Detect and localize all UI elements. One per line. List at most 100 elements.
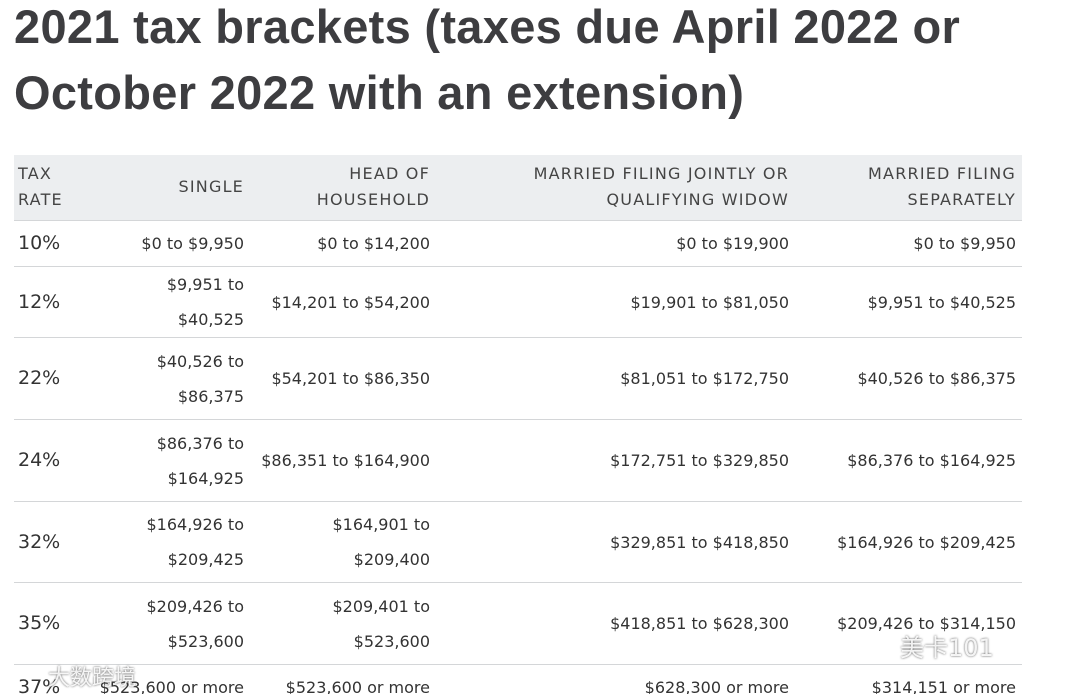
range-cell: $172,751 to $329,850 [436, 419, 795, 502]
title: 2021 tax brackets (taxes due April 2022 … [14, 0, 960, 126]
text-line: TAX [18, 164, 53, 183]
range-cell: $0 to $9,950 [90, 220, 250, 267]
rate-cell: 10% [14, 220, 90, 267]
range-cell: $14,201 to $54,200 [250, 266, 436, 338]
range-cell: $54,201 to $86,350 [250, 337, 436, 420]
text-line: RATE [18, 190, 63, 209]
range-cell: $86,376 to $164,925 [90, 419, 250, 502]
text-line: 35% [18, 612, 61, 634]
text-line: $86,376 to $164,925 [847, 451, 1016, 470]
text-line: $0 to $14,200 [317, 234, 430, 253]
text-line: $523,600 [167, 631, 244, 651]
range-cell: $209,426 to $523,600 [90, 582, 250, 665]
text-line: 22% [18, 367, 61, 389]
text-line: QUALIFYING WIDOW [606, 190, 789, 209]
text-line: $164,901 to $209,400 [332, 515, 431, 569]
range-cell: $164,926 to $209,425 [795, 501, 1022, 583]
range-cell: $314,151 or more [795, 664, 1022, 694]
range-cell: $86,376 to $164,925 [795, 419, 1022, 502]
text-line: $86,376 to [156, 433, 244, 453]
range-cell: $523,600 or more [90, 664, 250, 694]
column-header: HEAD OF HOUSEHOLD [250, 155, 436, 221]
range-cell: $164,926 to $209,425 [90, 501, 250, 583]
table-row: 24% $86,376 to $164,925 $86,351 to $164,900… [14, 419, 1022, 502]
text-line: $418,851 to $628,300 [610, 614, 789, 633]
range-cell: $523,600 or more [250, 664, 436, 694]
column-header: MARRIED FILING SEPARATELY [795, 155, 1022, 221]
text-line: $209,426 to $314,150 [837, 614, 1016, 633]
rate-cell: 35% [14, 582, 90, 665]
text-line: $86,351 to $164,900 [261, 451, 430, 470]
range-cell: $209,426 to $314,150 [795, 582, 1022, 665]
text-line: $164,925 [167, 468, 244, 488]
text-line: 10% [18, 232, 61, 254]
range-cell: $81,051 to $172,750 [436, 337, 795, 420]
text-line: $81,051 to $172,750 [620, 369, 789, 388]
text-line: $164,926 to $209,425 [837, 532, 1016, 552]
range-cell: $0 to $19,900 [436, 220, 795, 267]
text-line: $40,526 to $86,375 [857, 369, 1016, 388]
text-line: MARRIED FILING JOINTLY OR [533, 164, 789, 183]
rate-cell: 37% [14, 664, 90, 694]
range-cell: $40,526 to $86,375 [90, 337, 250, 420]
text-line: $0 to $9,950 [141, 234, 244, 253]
table-row: 35% $209,426 to $523,600 $209,401 to $523,6… [14, 582, 1022, 665]
text-line: 2021 tax brackets (taxes due April 2022 … [14, 0, 961, 53]
text-line: $628,300 or more [644, 677, 789, 694]
range-cell: $0 to $14,200 [250, 220, 436, 267]
text-line: $14,201 to $54,200 [271, 292, 430, 312]
table-row: 22% $40,526 to $86,375 $54,201 to $86,350 $8… [14, 337, 1022, 420]
text-line: $523,600 or more [285, 677, 430, 694]
text-line: $54,201 to $86,350 [271, 369, 430, 388]
range-cell: $418,851 to $628,300 [436, 582, 795, 665]
range-cell: $19,901 to $81,050 [436, 266, 795, 338]
text-line: $172,751 to $329,850 [610, 451, 789, 470]
text-line: 24% [18, 449, 61, 471]
range-cell: $86,351 to $164,900 [250, 419, 436, 502]
text-line: $86,375 [177, 386, 244, 406]
text-line: $40,526 to [156, 351, 244, 371]
range-cell: $209,401 to $523,600 [250, 582, 436, 665]
rate-cell: 12% [14, 266, 90, 338]
text-line: SEPARATELY [907, 190, 1016, 209]
text-line: HEAD OF [349, 164, 430, 183]
text-line: 12% [18, 290, 61, 313]
range-cell: $9,951 to $40,525 [795, 266, 1022, 338]
text-line: 37% [18, 675, 61, 694]
text-line: $9,951 to $40,525 [166, 275, 244, 329]
range-cell: $0 to $9,950 [795, 220, 1022, 267]
text-line: 32% [18, 530, 61, 553]
column-header: TAX RATE [14, 155, 90, 221]
rate-cell: 32% [14, 501, 90, 583]
text-line: $19,901 to $81,050 [630, 292, 789, 312]
text-line: $164,926 to [146, 515, 245, 534]
text-line: $329,851 to $418,850 [610, 532, 789, 552]
column-header: SINGLE [90, 155, 250, 221]
text-line: $209,401 to $523,600 [332, 596, 431, 651]
text-line: HOUSEHOLD [316, 190, 430, 209]
table-body: 10% $0 to $9,950 $0 to $14,200 $0 to $19,90… [14, 220, 1022, 694]
table-row: 12% $9,951 to $40,525 $14,201 to $54,200 $1… [14, 266, 1022, 338]
table-row: 37% $523,600 or more $523,600 or more $628,… [14, 664, 1022, 694]
range-cell: $628,300 or more [436, 664, 795, 694]
watermark: 大数跨境 [48, 666, 137, 691]
range-cell: $40,526 to $86,375 [795, 337, 1022, 420]
header-row: TAX RATE SINGLE HEAD OF HOUSEHOLD MARRIED FIL… [14, 155, 1022, 221]
range-cell: $164,901 to $209,400 [250, 501, 436, 583]
range-cell: $9,951 to $40,525 [90, 266, 250, 338]
text-line: $314,151 or more [871, 677, 1016, 694]
table-row: 10% $0 to $9,950 $0 to $14,200 $0 to $19,90… [14, 220, 1022, 267]
text-line: October 2022 with an extension) [14, 66, 745, 119]
rate-cell: 22% [14, 337, 90, 420]
rate-cell: 24% [14, 419, 90, 502]
tax-table: TAX RATE SINGLE HEAD OF HOUSEHOLD MARRIED FIL… [14, 155, 1022, 694]
text-line: $523,600 or more [99, 677, 244, 694]
watermark: 美卡101 [900, 634, 994, 662]
text-line: $0 to $9,950 [913, 234, 1016, 253]
text-line: $209,425 [167, 550, 244, 569]
text-line: MARRIED FILING [868, 164, 1016, 183]
text-line: $0 to $19,900 [676, 234, 789, 253]
text-line: SINGLE [178, 177, 244, 196]
table-row: 32% $164,926 to $209,425 $164,901 to $209,4… [14, 501, 1022, 583]
